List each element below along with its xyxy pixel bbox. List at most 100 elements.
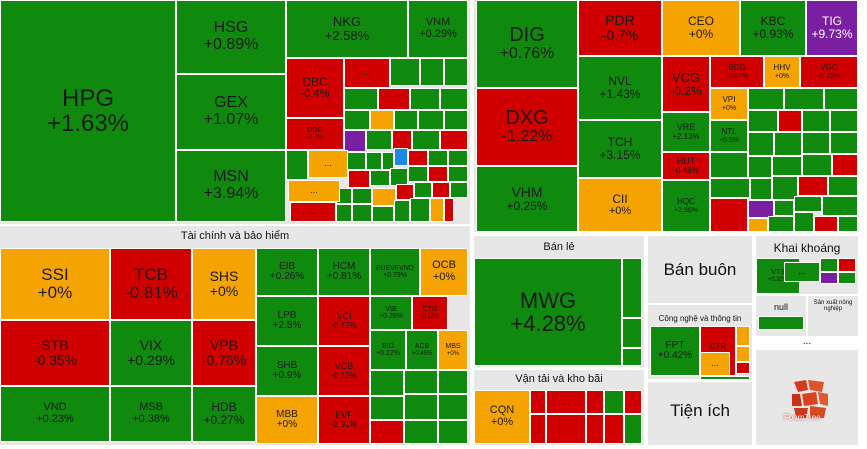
filler-tile[interactable] [414,182,432,198]
tile-collapsed[interactable]: ... [344,58,390,88]
tile-vcb[interactable]: VCB -0.12% [318,346,370,396]
filler-tile[interactable] [394,148,408,166]
filler-tile[interactable] [396,184,414,200]
filler-tile[interactable] [784,88,824,110]
tile-vnm[interactable]: VNM +0.29% [408,0,468,58]
tile-hdb[interactable]: HDB +0.27% [192,386,256,442]
filler-tile[interactable] [772,176,798,200]
filler-tile[interactable] [412,130,440,150]
filler-tile[interactable] [710,198,748,232]
filler-tile[interactable] [286,150,308,180]
tile-hcm[interactable]: HCM +0.81% [318,248,370,296]
filler-tile[interactable] [404,370,438,394]
filler-tile[interactable] [622,348,642,366]
tile-dig[interactable]: DIG +0.76% [476,0,578,88]
filler-tile[interactable] [450,182,468,198]
filler-tile[interactable] [352,188,372,204]
filler-tile[interactable] [824,88,858,110]
filler-tile[interactable] [838,272,856,284]
filler-tile[interactable] [438,420,468,444]
filler-tile[interactable] [710,152,748,178]
tile-pdr[interactable]: PDR -0.7% [578,0,662,56]
tile-cii[interactable]: CII +0% [578,178,662,232]
filler-tile[interactable] [758,316,804,330]
filler-tile[interactable] [394,110,418,130]
filler-tile[interactable] [768,216,794,232]
tile-vpi[interactable]: VPI +0% [710,88,748,120]
filler-tile[interactable] [748,156,772,178]
tile-ctg[interactable]: CTG -0.59% [412,296,448,330]
tile-stb[interactable]: STB -0.35% [0,320,110,386]
tile-collapsed[interactable]: ... [546,390,586,414]
filler-tile[interactable] [408,150,428,166]
tile-collapsed[interactable]: ... [784,262,820,282]
tile-msb[interactable]: MSB +0.38% [110,386,192,442]
tile-mbs[interactable]: MBS +0% [438,330,468,370]
tile-hhv[interactable]: HHV +0% [764,56,800,88]
tile-tch[interactable]: TCH +3.15% [578,120,662,178]
tile-hsg[interactable]: HSG +0.89% [176,0,286,74]
filler-tile[interactable] [624,414,642,444]
filler-tile[interactable] [832,154,858,176]
filler-tile[interactable] [366,152,382,170]
filler-tile[interactable] [408,166,428,182]
filler-tile[interactable] [448,166,468,182]
filler-tile[interactable] [344,130,366,152]
filler-tile[interactable] [432,182,450,198]
tile-collapsed[interactable]: ... [288,180,340,202]
filler-tile[interactable] [438,394,468,420]
filler-tile[interactable] [348,170,370,188]
filler-tile[interactable] [778,110,802,132]
filler-tile[interactable] [830,110,858,132]
tile-vix[interactable]: VIX +0.29% [110,320,192,386]
filler-tile[interactable] [748,132,774,156]
tile-vhm[interactable]: VHM +0.25% [476,166,578,232]
filler-tile[interactable] [748,88,784,110]
filler-tile[interactable] [820,258,838,272]
filler-tile[interactable] [370,170,390,186]
tile-evf[interactable]: EVF -2.91% [318,396,370,444]
tile-vib[interactable]: VIB +0.28% [370,296,412,330]
tile-nkg[interactable]: NKG +2.58% [286,0,408,58]
tile-vgc[interactable]: VGC -0.15% [800,56,858,88]
filler-tile[interactable] [336,204,352,222]
tile-mwg[interactable]: MWG +4.28% [474,258,622,366]
filler-tile[interactable] [366,130,392,150]
tile-kbc[interactable]: KBC +0.93% [740,0,806,56]
filler-tile[interactable] [604,414,624,444]
filler-tile[interactable] [428,166,448,182]
filler-tile[interactable] [444,58,468,86]
filler-tile[interactable] [372,206,394,222]
filler-tile[interactable] [748,218,768,232]
filler-tile[interactable] [370,420,404,444]
filler-tile[interactable] [586,414,604,444]
filler-tile[interactable] [370,396,404,420]
tile-vnd[interactable]: VND +0.23% [0,386,110,442]
filler-tile[interactable] [750,178,772,200]
tile-vpb[interactable]: VPB -0.76% [192,320,256,386]
filler-tile[interactable] [830,132,858,154]
filler-tile[interactable] [772,156,802,176]
filler-tile[interactable] [404,420,438,444]
filler-tile[interactable] [410,198,430,222]
filler-tile[interactable] [440,130,468,150]
tile-hut[interactable]: HUT -0.48% [662,152,710,180]
filler-tile[interactable] [530,390,546,414]
tile-ssi[interactable]: SSI +0% [0,248,110,320]
tile-acb[interactable]: ACB +0.45% [406,330,438,370]
filler-tile[interactable] [802,154,832,176]
filler-tile[interactable] [794,196,822,212]
filler-tile[interactable] [344,110,370,130]
filler-tile[interactable] [344,88,378,110]
filler-tile[interactable] [710,178,750,198]
tile-eib[interactable]: EIB +0.26% [256,248,318,296]
filler-tile[interactable] [622,318,642,348]
tile-shb[interactable]: SHB +0.9% [256,346,318,396]
filler-tile[interactable] [382,152,394,170]
filler-tile[interactable] [774,200,794,216]
filler-tile[interactable] [404,394,438,420]
tile-lpb[interactable]: LPB +2.5% [256,296,318,346]
tile-shs[interactable]: SHS +0% [192,248,256,320]
filler-tile[interactable] [444,198,454,222]
tile-ceo[interactable]: CEO +0% [662,0,740,56]
